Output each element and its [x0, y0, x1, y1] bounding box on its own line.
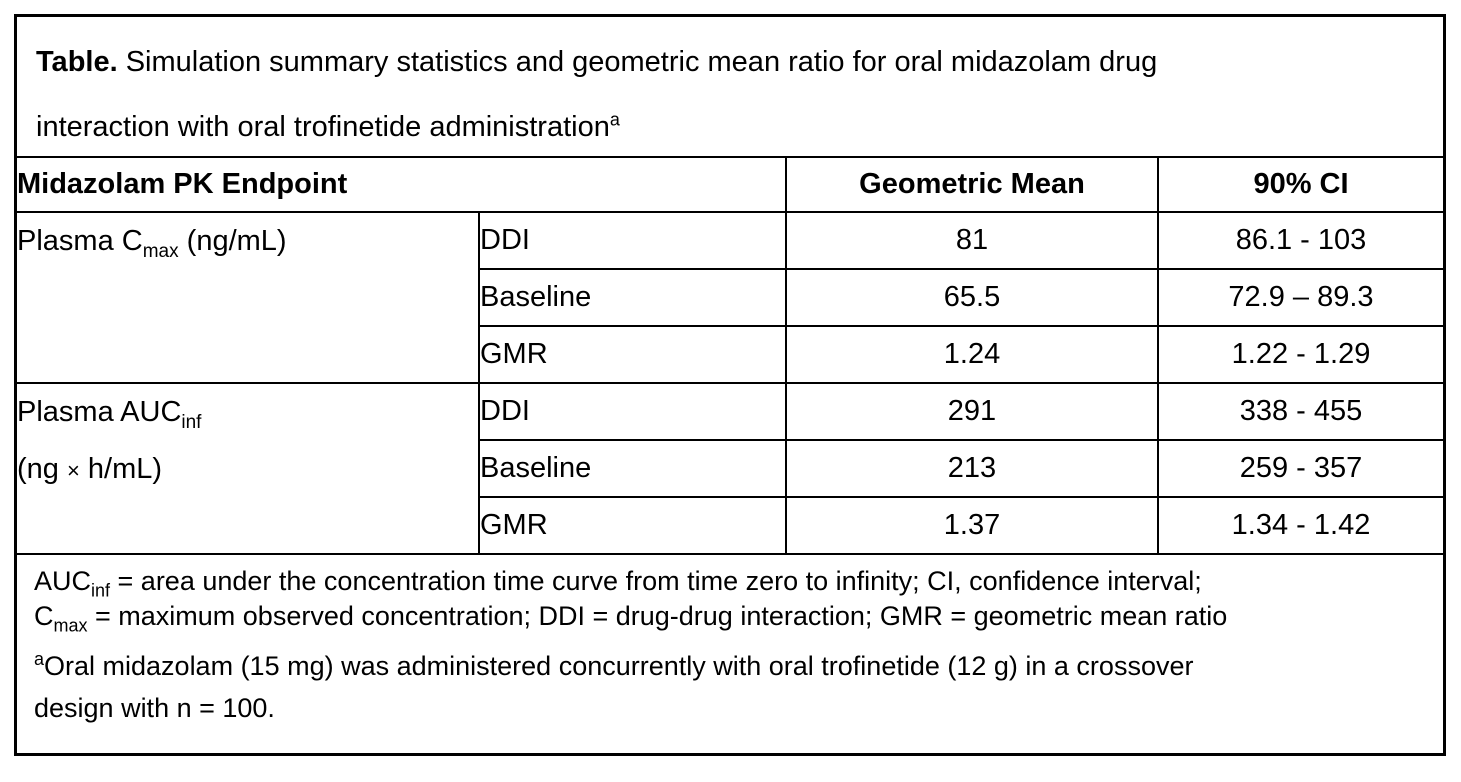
fn-cmax-rest: = maximum observed concentration; DDI = … [87, 601, 1228, 631]
endpoint-auc-unit: (ng × h/mL) [17, 453, 162, 485]
endpoint-auc-pre: Plasma AUC [17, 396, 182, 428]
table-caption-text-2: interaction with oral trofinetide admini… [36, 111, 610, 143]
table-caption-line-1: Table. Simulation summary statistics and… [36, 30, 1424, 95]
endpoint-cmax-post: (ng/mL) [178, 225, 287, 257]
fn-study-text: Oral midazolam (15 mg) was administered … [44, 651, 1194, 681]
footnote-abbreviations-line-1: AUCinf = area under the concentration ti… [34, 564, 1426, 599]
table-row: Baseline 65.5 72.9 – 89.3 [17, 268, 1443, 327]
geometric-mean-value: 291 [785, 382, 1159, 441]
row-label: Baseline [479, 439, 787, 498]
ci-value: 1.34 - 1.42 [1157, 496, 1443, 555]
row-label: Baseline [479, 268, 787, 327]
geometric-mean-value: 65.5 [785, 268, 1159, 327]
geometric-mean-value: 1.24 [785, 325, 1159, 384]
footnote-marker-a: a [609, 109, 620, 130]
table-row: Plasma Cmax (ng/mL) DDI 81 86.1 - 103 [17, 211, 1443, 384]
row-label: GMR [479, 496, 787, 555]
fn-auc-pre: AUC [34, 566, 92, 596]
row-label: DDI [478, 211, 787, 270]
endpoint-auc-line-1: Plasma AUCinf [17, 396, 201, 432]
fn-cmax-pre: C [34, 601, 54, 631]
table-row: GMR 1.24 1.22 - 1.29 [17, 325, 1443, 384]
table-row: GMR 1.37 1.34 - 1.42 [17, 496, 1443, 555]
header-row: Midazolam PK Endpoint Geometric Mean 90%… [17, 158, 1443, 213]
footnote-abbreviations-line-2: Cmax = maximum observed concentration; D… [34, 599, 1426, 634]
endpoint-cmax-cell: Plasma Cmax (ng/mL) [17, 211, 480, 384]
endpoint-auc-sub: inf [181, 411, 202, 433]
footnotes: AUCinf = area under the concentration ti… [17, 555, 1443, 729]
table-body: Plasma Cmax (ng/mL) DDI 81 86.1 - 103 Ba… [17, 211, 1443, 555]
ci-value: 72.9 – 89.3 [1157, 268, 1443, 327]
ci-value: 1.22 - 1.29 [1157, 325, 1443, 384]
summary-table-frame: Table. Simulation summary statistics and… [14, 14, 1446, 756]
header-geometric-mean: Geometric Mean [785, 158, 1159, 213]
table-row: Plasma AUCinf (ng × h/mL) DDI 291 338 - 4… [17, 382, 1443, 555]
geometric-mean-value: 1.37 [785, 496, 1159, 555]
footnote-study-design-line-1: aOral midazolam (15 mg) was administered… [34, 645, 1426, 687]
endpoint-auc-unit-pre: (ng [17, 453, 67, 485]
table-caption-line-2: interaction with oral trofinetide admini… [36, 95, 1424, 156]
geometric-mean-value: 81 [785, 211, 1159, 270]
endpoint-auc-unit-post: h/mL) [79, 453, 163, 485]
geometric-mean-value: 213 [785, 439, 1159, 498]
header-90-ci: 90% CI [1157, 158, 1443, 213]
row-label: DDI [478, 382, 787, 441]
header-endpoint: Midazolam PK Endpoint [17, 158, 787, 213]
table-row: Baseline 213 259 - 357 [17, 439, 1443, 498]
fn-cmax-sub: max [53, 615, 88, 636]
table-caption-text: Simulation summary statistics and geomet… [117, 46, 1158, 78]
fn-auc-rest: = area under the concentration time curv… [110, 566, 1202, 596]
multiply-sign: × [66, 458, 80, 483]
endpoint-cmax-sub: max [142, 240, 179, 262]
ci-value: 259 - 357 [1157, 439, 1443, 498]
endpoint-cmax-pre: Plasma C [17, 225, 143, 257]
table-caption-label: Table. [36, 46, 118, 78]
fn-study-marker: a [34, 649, 45, 669]
table-header: Midazolam PK Endpoint Geometric Mean 90%… [17, 158, 1443, 213]
endpoint-auc-cell: Plasma AUCinf (ng × h/mL) [17, 382, 480, 555]
ci-value: 338 - 455 [1157, 382, 1443, 441]
pk-summary-table: Midazolam PK Endpoint Geometric Mean 90%… [17, 158, 1443, 555]
footnote-study-design-line-2: design with n = 100. [34, 693, 275, 723]
row-label: GMR [479, 325, 787, 384]
table-caption: Table. Simulation summary statistics and… [17, 17, 1443, 158]
fn-auc-sub: inf [91, 580, 111, 601]
ci-value: 86.1 - 103 [1157, 211, 1443, 270]
